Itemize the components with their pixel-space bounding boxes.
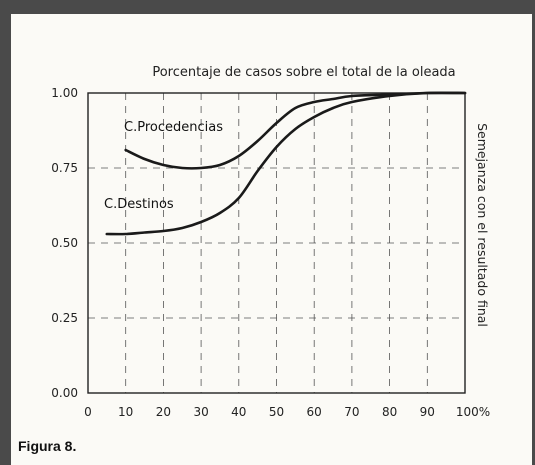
chart-title: Porcentaje de casos sobre el total de la… [152,65,455,80]
x-tick-label: 70 [344,405,359,419]
x-tick-label: 60 [307,405,322,419]
series-label-destinos: C.Destinos [104,197,174,212]
x-tick-label: 20 [156,405,171,419]
frame-left-border [0,0,11,465]
frame-top-border [0,0,535,14]
figure-caption: Figura 8. [18,438,77,454]
series-lines [105,91,467,236]
grid [88,93,465,393]
y-tick-label: 1.00 [51,86,78,100]
axes [87,92,466,394]
frame-right-border [532,0,535,465]
series-label-procedencias: C.Procedencias [124,120,223,135]
x-tick-label: 30 [193,405,208,419]
x-tick-label: 40 [231,405,246,419]
series-line-destinos [105,91,467,236]
x-tick-label: 10 [118,405,133,419]
x-tick-label: 100% [456,405,490,419]
y-tick-label: 0.25 [51,311,78,325]
y-tick-label: 0.75 [51,161,78,175]
x-tick-label: 50 [269,405,284,419]
x-tick-labels: 0 10 20 30 40 50 60 70 80 90 100% [84,405,490,419]
y-tick-labels: 0.00 0.25 0.50 0.75 1.00 [51,86,78,400]
x-tick-label: 80 [382,405,397,419]
plot-border [87,92,466,394]
y-tick-label: 0.50 [51,236,78,250]
y-axis-label: Semejanza con el resultado final [475,123,490,327]
x-tick-label: 90 [420,405,435,419]
x-tick-label: 0 [84,405,92,419]
series-line-procedencias [124,91,467,170]
y-tick-label: 0.00 [51,386,78,400]
